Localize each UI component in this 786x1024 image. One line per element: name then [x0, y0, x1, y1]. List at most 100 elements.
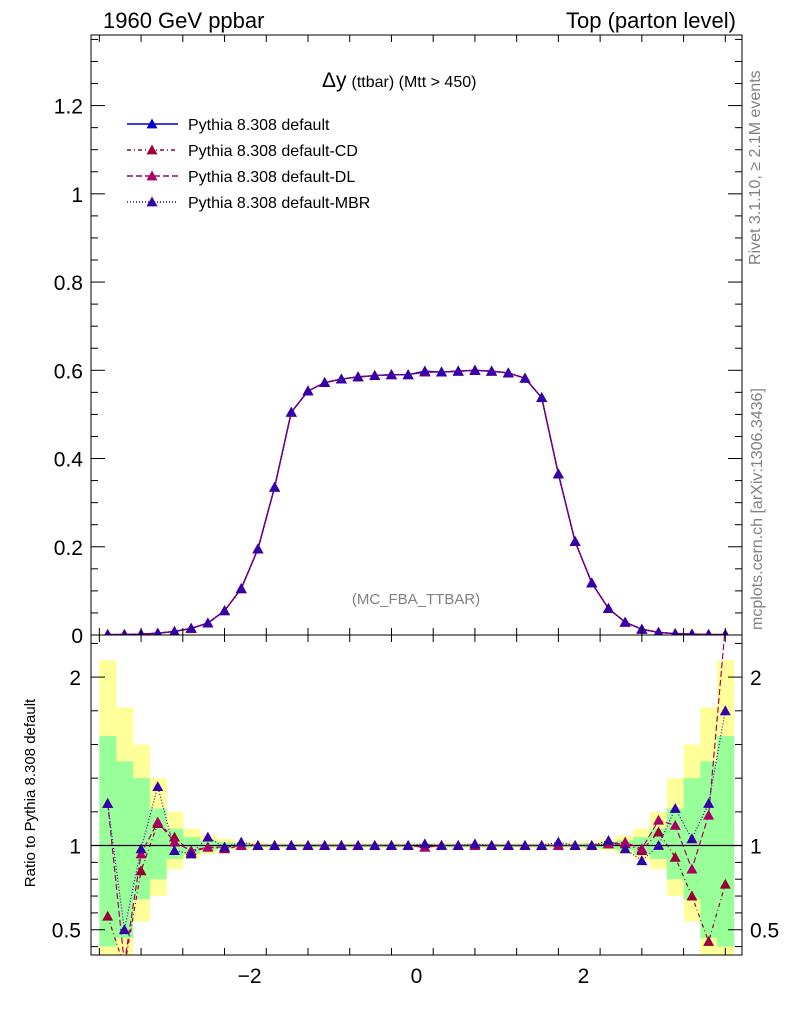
ratio-series-point-2 [385, 840, 397, 850]
analysis-watermark: (MC_FBA_TTBAR) [352, 591, 480, 608]
main-series-point-3 [369, 370, 381, 380]
legend-marker-2 [146, 170, 158, 181]
ratio-series-point-2 [202, 831, 214, 842]
plot-title: Δy (ttbar) (Mtt > 450) [322, 69, 476, 92]
ratio-series-point-1 [135, 848, 147, 859]
ratio-ytick-label: 1 [69, 836, 81, 859]
main-series-point-3 [335, 373, 347, 384]
ratio-band-green [700, 761, 718, 939]
main-series-point-3 [219, 605, 231, 616]
legend-marker-1 [146, 144, 158, 155]
main-series-line-3 [107, 369, 726, 635]
ratio-series-point-1 [703, 809, 715, 820]
main-series-point-3 [536, 392, 548, 403]
ratio-series-point-2 [686, 833, 698, 844]
ratio-series-point-1 [686, 863, 698, 874]
ratio-series-point-2 [452, 840, 464, 850]
ratio-series-line-2 [107, 710, 726, 930]
ratio-xtick-label: 0 [411, 965, 423, 988]
ratio-band-green [666, 808, 685, 880]
main-series-point-3 [252, 543, 264, 554]
main-series-point-3 [319, 377, 331, 388]
main-ytick-label: 0.2 [54, 537, 83, 560]
main-series-point-3 [385, 369, 397, 380]
main-series-point-3 [235, 583, 247, 594]
ratio-series-point-2 [619, 843, 631, 854]
main-series-point-3 [352, 371, 364, 382]
ratio-series-point-2 [653, 840, 665, 850]
main-ytick-label: 0.4 [54, 449, 84, 472]
ratio-xtick-label: 2 [578, 965, 590, 988]
ratio-frame [90, 634, 743, 956]
legend-label-0: Pythia 8.308 default [188, 117, 330, 134]
ratio-ytick-label-right: 1 [750, 836, 762, 859]
ratio-series-point-1 [152, 816, 164, 827]
ratio-series-point-2 [352, 840, 364, 850]
ratio-series-point-2 [185, 848, 197, 859]
ratio-series-point-2 [586, 840, 598, 850]
ratio-series-point-1 [202, 841, 214, 852]
ratio-series-point-2 [152, 781, 164, 791]
header-left: 1960 GeV ppbar [103, 8, 264, 33]
legend-marker-0 [146, 118, 158, 129]
plot-title-main: Δy [322, 69, 347, 92]
ratio-ytick-label-right: 0.5 [750, 920, 779, 943]
ratio-series-point-2 [219, 841, 231, 852]
main-series-point-3 [486, 365, 498, 376]
main-series-point-3 [705, 629, 712, 635]
legend-marker-3 [146, 196, 158, 207]
main-series-point-3 [202, 617, 214, 628]
main-series-point-3 [104, 629, 111, 635]
ratio-series-line-1 [107, 635, 726, 955]
plot-title-sub: (ttbar) (Mtt > 450) [352, 74, 477, 91]
ratio-series-point-2 [402, 840, 414, 850]
ratio-series-point-2 [703, 797, 715, 808]
ratio-series-point-2 [369, 840, 381, 850]
ratio-series-point-2 [269, 840, 281, 850]
ratio-series-point-1 [119, 958, 130, 968]
main-series-point-3 [153, 627, 162, 635]
ratio-series-point-0 [703, 936, 715, 946]
ratio-series-point-2 [285, 840, 297, 850]
ratio-ytick-label-right: 2 [750, 667, 762, 690]
legend-label-2: Pythia 8.308 default-DL [188, 169, 355, 186]
ratio-series-point-0 [653, 826, 665, 837]
ratio-series-point-2 [319, 840, 331, 850]
main-series-point-3 [121, 629, 128, 635]
main-series-point-3 [452, 365, 464, 376]
main-series-point-3 [519, 372, 531, 383]
ratio-series-point-2 [235, 836, 247, 847]
main-axes: 0 0.2 0.4 0.6 0.8 1 1.2 [54, 34, 743, 648]
main-series-point-3 [185, 622, 197, 633]
ratio-series-point-1 [619, 836, 631, 847]
ratio-series-point-2 [135, 843, 147, 854]
source-label: mcplots.cern.ch [arXiv:1306.3436] [749, 388, 766, 630]
main-ytick-label: 0 [71, 625, 83, 648]
main-series-point-3 [402, 369, 414, 380]
ratio-series-point-2 [719, 705, 731, 716]
main-series-point-3 [654, 626, 664, 635]
ratio-series-point-2 [252, 840, 264, 850]
ratio-band-green [132, 778, 150, 900]
main-ytick-label: 1.2 [54, 96, 83, 119]
rivet-label: Rivet 3.1.10, ≥ 2.1M events [747, 70, 764, 265]
ratio-series-point-2 [469, 838, 481, 849]
ratio-series-point-0 [168, 831, 180, 842]
ratio-series-point-2 [669, 802, 681, 813]
ratio-series-point-1 [636, 843, 648, 854]
main-series-point-3 [569, 535, 581, 546]
main-ytick-label: 1 [71, 184, 83, 207]
ratio-xtick-label: −2 [238, 965, 262, 988]
legend-label-1: Pythia 8.308 default-CD [188, 143, 358, 160]
legend: Pythia 8.308 default Pythia 8.308 default… [127, 117, 370, 212]
ratio-series-point-0 [719, 878, 731, 889]
main-series-point-3 [671, 628, 680, 635]
ratio-bands [91, 660, 742, 955]
main-series-point-3 [269, 481, 281, 492]
ratio-series-point-1 [653, 814, 665, 825]
ratio-series-point-2 [536, 840, 548, 850]
ratio-axes: 0.5 0.5 1 1 2 2 −2 0 2 [52, 634, 779, 988]
main-series-point-3 [436, 366, 448, 377]
main-series-point-3 [419, 365, 431, 376]
